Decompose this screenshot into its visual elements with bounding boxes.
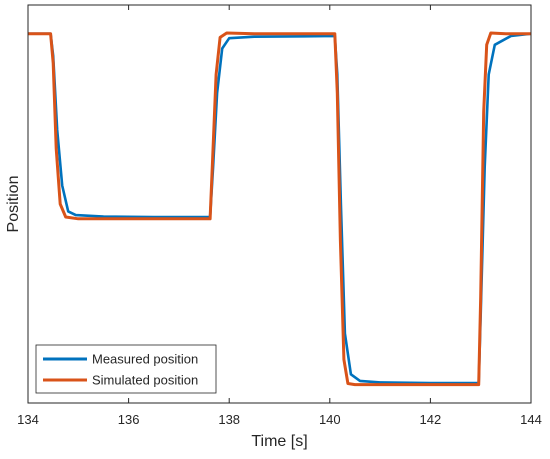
series-line-measured <box>28 32 532 385</box>
x-tick-label-134: 134 <box>17 412 39 427</box>
x-axis-label: Time [s] <box>251 433 307 450</box>
x-tick-label-144: 144 <box>520 412 542 427</box>
x-tick-label-140: 140 <box>319 412 341 427</box>
legend-label-measured: Measured position <box>92 352 198 367</box>
legend-box <box>35 344 217 394</box>
y-axis-label: Position <box>5 176 22 233</box>
series-line-simulated <box>28 31 531 387</box>
x-tick-label-138: 138 <box>218 412 240 427</box>
ticks-layer: 134 136 138 140 142 144 <box>17 5 542 427</box>
legend-label-simulated: Simulated position <box>92 373 198 388</box>
plot-area-frame <box>27 4 532 404</box>
series-layer <box>28 31 532 387</box>
x-tick-label-142: 142 <box>420 412 442 427</box>
x-tick-label-136: 136 <box>118 412 140 427</box>
legend: Measured position Simulated position <box>35 344 217 394</box>
